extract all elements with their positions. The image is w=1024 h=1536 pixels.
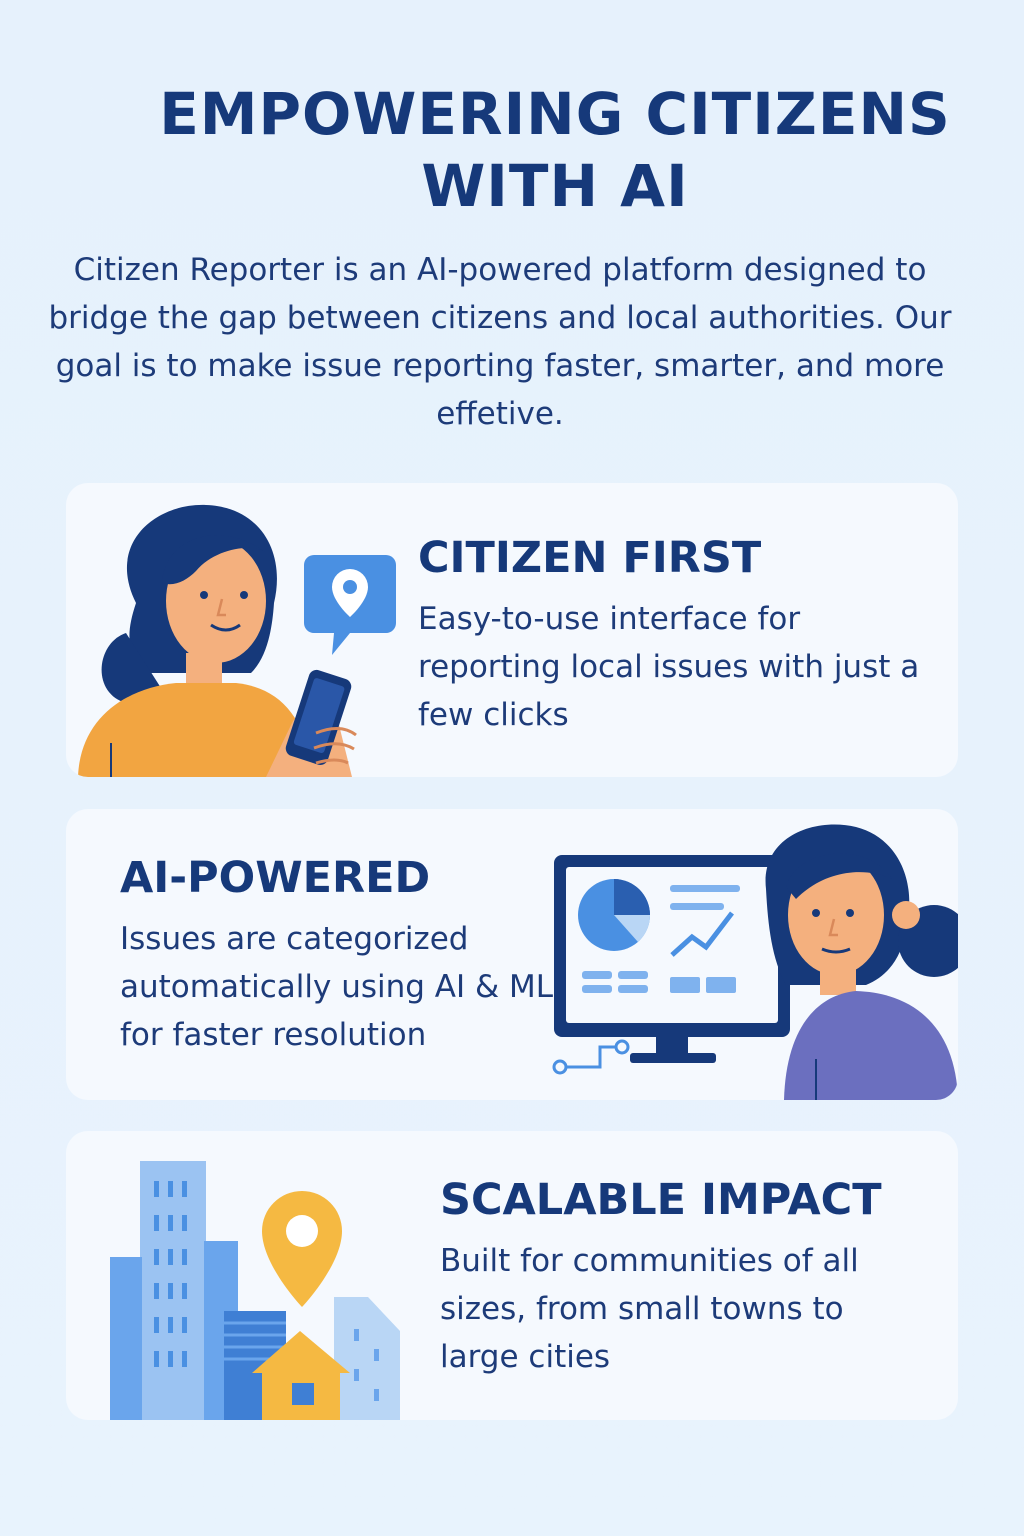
page-title: EMPOWERING CITIZENS WITH AI — [159, 80, 951, 220]
city-buildings-with-location-pin-icon — [110, 1161, 400, 1420]
feature-card-citizen-first: CITIZEN FIRST Easy-to-use interface for … — [66, 483, 958, 777]
feature-title: SCALABLE IMPACT — [440, 1175, 882, 1225]
woman-with-phone-and-location-pin-icon — [78, 504, 396, 777]
intro-paragraph: Citizen Reporter is an AI-powered platfo… — [48, 252, 952, 432]
feature-title: AI-POWERED — [120, 853, 431, 903]
feature-description: Issues are categorized automatically usi… — [120, 921, 554, 1053]
woman-with-analytics-monitor-icon — [552, 824, 958, 1100]
feature-description: Easy-to-use interface for reporting loca… — [418, 601, 920, 733]
feature-card-scalable-impact: SCALABLE IMPACT Built for communities of… — [66, 1131, 958, 1420]
feature-description: Built for communities of all sizes, from… — [440, 1243, 859, 1375]
feature-card-ai-powered: AI-POWERED Issues are categorized automa… — [66, 809, 958, 1100]
feature-title: CITIZEN FIRST — [418, 533, 762, 583]
